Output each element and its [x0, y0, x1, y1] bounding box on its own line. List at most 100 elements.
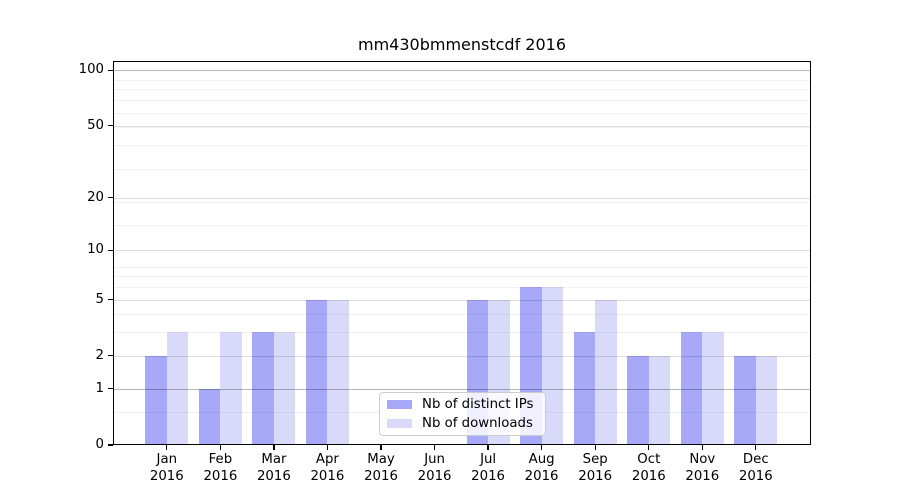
gridline-major	[113, 388, 811, 390]
x-axis-tick-month: Oct	[637, 452, 661, 467]
x-axis-tick-year: 2016	[685, 468, 720, 484]
gridline-minor	[113, 79, 811, 81]
bar-downloads-sep	[595, 299, 617, 445]
plot-area	[113, 61, 811, 445]
x-axis-tick-mark	[755, 445, 757, 450]
bar-downloads-mar	[273, 332, 296, 445]
gridline-minor	[113, 287, 811, 288]
gridline-minor	[113, 168, 811, 170]
x-axis-tick-label: Jul 2016	[456, 452, 520, 485]
chart-title: mm430bmmenstcdf 2016	[357, 35, 567, 54]
x-axis-tick-month: Mar	[261, 452, 287, 467]
y-axis-tick-label: 1	[95, 380, 104, 396]
y-axis-tick-mark	[108, 197, 113, 199]
x-axis-tick-month: Aug	[528, 452, 555, 467]
x-axis-tick-label: Aug 2016	[510, 452, 574, 485]
gridline-minor	[113, 89, 811, 91]
gridline-major	[113, 197, 811, 199]
bar-downloads-nov	[702, 332, 724, 445]
x-axis-tick-mark	[166, 445, 168, 450]
bar-downloads-oct	[648, 355, 671, 445]
x-axis-tick-mark	[219, 445, 222, 450]
legend-label-distinct-ips: Nb of distinct IPs	[422, 396, 534, 412]
x-axis-tick-label: Nov 2016	[670, 452, 734, 485]
x-axis-tick-month: Jan	[156, 452, 178, 467]
x-axis-tick-year: 2016	[364, 468, 398, 484]
bar-downloads-jan	[166, 332, 189, 445]
x-axis-tick-year: 2016	[310, 468, 345, 484]
x-axis-tick-label: Feb 2016	[188, 452, 252, 485]
x-axis-tick-month: Apr	[315, 452, 339, 467]
y-axis-tick-label: 20	[87, 189, 104, 205]
y-axis-tick-mark	[108, 125, 113, 127]
x-axis-tick-month: Feb	[208, 452, 233, 467]
gridline-major	[113, 125, 811, 127]
gridline-major	[113, 299, 811, 301]
y-axis-tick-label: 50	[87, 117, 104, 133]
x-axis-tick-label: Jan 2016	[135, 452, 199, 485]
gridline-major	[113, 70, 811, 72]
legend-item-distinct-ips: Nb of distinct IPs	[387, 397, 538, 413]
gridline-minor	[113, 112, 811, 114]
x-axis-tick-mark	[648, 445, 650, 450]
x-axis-tick-year: 2016	[149, 468, 184, 484]
x-axis-tick-mark	[487, 445, 489, 450]
y-axis-tick-mark	[108, 388, 113, 390]
x-axis-tick-year: 2016	[417, 468, 452, 484]
x-axis-tick-mark	[433, 445, 436, 450]
gridline-minor	[113, 201, 811, 203]
gridline-minor	[113, 266, 811, 268]
x-axis-tick-mark	[380, 445, 382, 450]
bar-distinct-ips-mar	[252, 332, 274, 445]
x-axis-tick-label: Sep 2016	[563, 452, 627, 485]
bar-distinct-ips-nov	[680, 332, 703, 445]
x-axis-tick-month: Nov	[689, 452, 716, 467]
gridline-minor	[113, 276, 811, 278]
gridline-minor	[113, 145, 811, 147]
gridline-minor	[113, 100, 811, 101]
x-axis-tick-mark	[326, 445, 329, 450]
bar-distinct-ips-sep	[573, 332, 596, 445]
x-axis-tick-year: 2016	[631, 468, 666, 484]
x-axis-tick-month: Jun	[424, 452, 445, 467]
x-axis-tick-mark	[594, 445, 596, 450]
x-axis-tick-label: Mar 2016	[242, 452, 306, 485]
bar-distinct-ips-oct	[627, 355, 649, 445]
legend-swatch-downloads	[387, 419, 412, 428]
x-axis-tick-year: 2016	[738, 468, 773, 484]
bar-distinct-ips-dec	[734, 355, 756, 445]
y-axis-tick-mark	[108, 444, 113, 446]
y-axis-tick-label: 100	[78, 62, 104, 78]
legend-swatch-distinct-ips	[387, 400, 412, 409]
bar-distinct-ips-feb	[198, 388, 221, 445]
y-axis-tick-mark	[108, 249, 113, 251]
gridline-minor	[113, 225, 811, 227]
y-axis-tick-label: 2	[95, 347, 104, 363]
y-axis-tick-mark	[108, 69, 113, 71]
x-axis-tick-year: 2016	[578, 468, 613, 484]
x-axis-tick-year: 2016	[256, 468, 291, 484]
bar-downloads-feb	[220, 332, 242, 445]
bar-distinct-ips-apr	[305, 299, 328, 445]
x-axis-tick-month: Sep	[582, 452, 608, 467]
x-axis-tick-year: 2016	[471, 468, 506, 484]
gridline-minor	[113, 127, 811, 129]
bar-downloads-aug	[541, 287, 564, 445]
x-axis-tick-month: May	[367, 452, 395, 467]
y-axis-tick-mark	[108, 355, 113, 357]
x-axis-tick-month: Jul	[480, 452, 497, 467]
bar-downloads-apr	[327, 299, 349, 445]
x-axis-tick-label: Jun 2016	[403, 452, 467, 485]
x-axis-tick-label: Dec 2016	[724, 452, 788, 485]
x-axis-tick-label: Apr 2016	[295, 452, 359, 485]
y-axis-tick-label: 5	[95, 291, 104, 307]
legend-label-downloads: Nb of downloads	[422, 415, 533, 431]
gridline-major	[113, 355, 811, 357]
gridline-minor	[113, 332, 811, 334]
y-axis-tick-label: 10	[87, 242, 104, 258]
y-axis-tick-mark	[108, 298, 113, 301]
gridline-minor	[113, 314, 811, 316]
x-axis-tick-year: 2016	[524, 468, 559, 484]
legend: Nb of distinct IPs Nb of downloads	[379, 392, 546, 436]
